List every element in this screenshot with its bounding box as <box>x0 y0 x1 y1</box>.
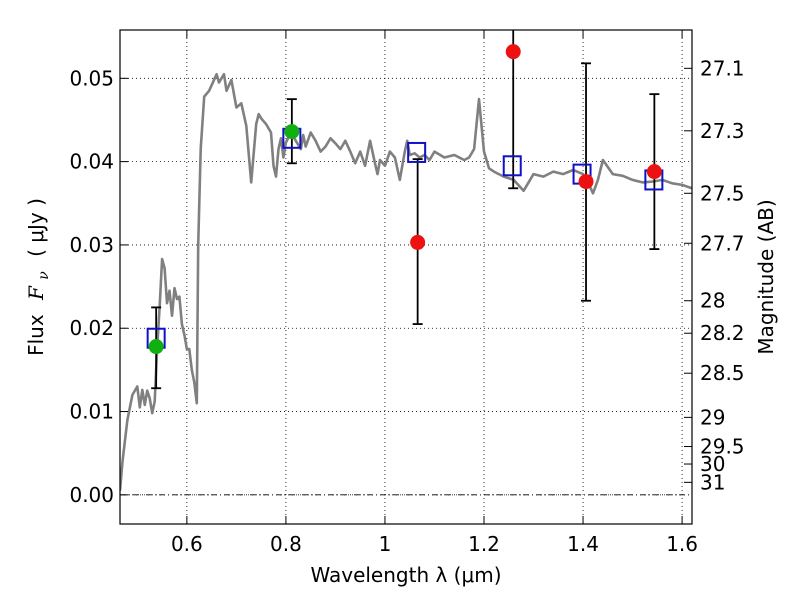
observed-point-green <box>148 339 164 355</box>
observed-points <box>148 44 662 355</box>
right-tick-label: 28.2 <box>700 321 745 345</box>
y-tick-label: 0.04 <box>69 150 114 174</box>
x-tick-label: 0.6 <box>171 532 203 556</box>
right-tick-label: 28.5 <box>700 361 745 385</box>
right-tick-label: 31 <box>700 470 725 494</box>
model-spectrum <box>120 72 692 491</box>
right-tick-label: 29.5 <box>700 435 745 459</box>
grid <box>120 30 692 524</box>
y-axis-title-unit: ( μJy ) <box>24 198 48 257</box>
observed-point-red <box>410 234 426 250</box>
observed-point-red <box>505 44 521 60</box>
right-tick-label: 30 <box>700 452 725 476</box>
x-tick-label: 0.8 <box>270 532 302 556</box>
y-tick-label: 0.05 <box>69 66 114 90</box>
x-axis-title: Wavelength λ (μm) <box>310 563 501 587</box>
y-tick-label: 0.00 <box>69 483 114 507</box>
plot-frame <box>119 29 693 525</box>
observed-point-green <box>284 124 300 140</box>
y-axis-title-subscript: ν <box>36 271 52 280</box>
right-tick-label: 27.7 <box>700 231 745 255</box>
y-tick-label: 0.03 <box>69 233 114 257</box>
y-axis-title-word: Flux <box>24 314 48 356</box>
observed-point-red <box>578 174 594 190</box>
y-axis-title: Flux F ν ( μJy ) <box>24 198 53 356</box>
y-tick-label: 0.01 <box>69 400 114 424</box>
right-tick-label: 27.1 <box>700 56 745 80</box>
model-spectrum-line <box>120 72 692 491</box>
x-tick-label: 1 <box>379 532 392 556</box>
x-tick-labels: 0.6 0.8 1 1.2 1.4 1.6 <box>171 532 698 556</box>
right-tick-label: 27.5 <box>700 181 745 205</box>
x-tick-label: 1.2 <box>468 532 500 556</box>
right-tick-label: 28 <box>700 289 725 313</box>
observed-point-red <box>646 164 662 180</box>
y-tick-label: 0.02 <box>69 316 114 340</box>
model-photometry-square <box>502 155 522 177</box>
x-tick-label: 1.4 <box>567 532 599 556</box>
svg-text:Flux F ν ( μ: Flux F ν ( μJy ) <box>24 198 53 356</box>
right-axis-title: Magnitude (AB) <box>754 199 778 354</box>
y-tick-labels: 0.00 0.01 0.02 0.03 0.04 0.05 <box>69 66 114 507</box>
x-tick-label: 1.6 <box>666 532 698 556</box>
axis-ticks <box>120 30 692 524</box>
y-axis-title-symbol: F <box>24 285 48 301</box>
right-tick-label: 27.3 <box>700 119 745 143</box>
model-photometry-square <box>407 141 427 163</box>
right-tick-label: 29 <box>700 405 725 429</box>
